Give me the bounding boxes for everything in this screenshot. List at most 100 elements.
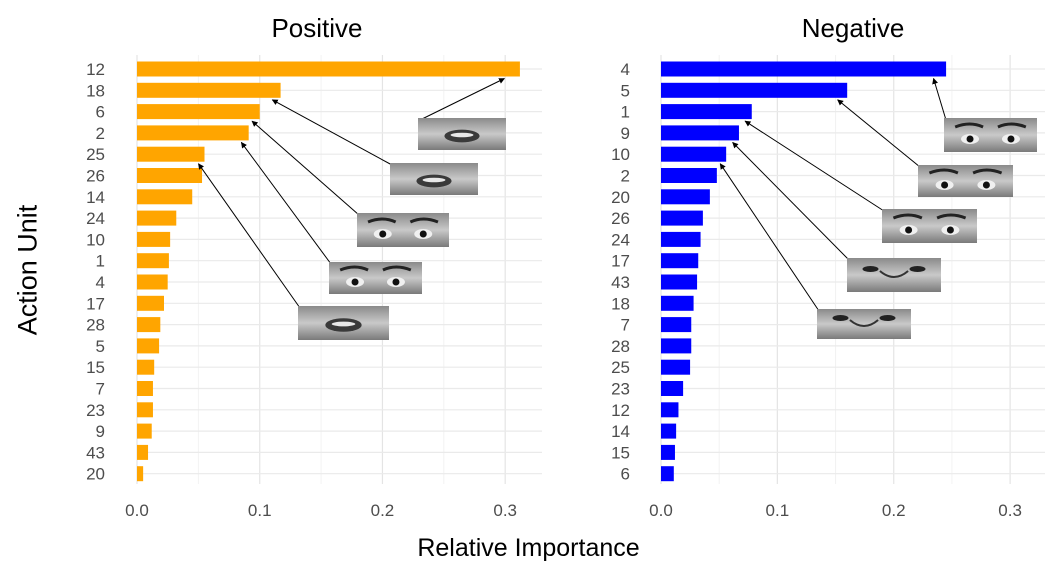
negative-bar-14 <box>661 423 677 439</box>
positive-ytick-label: 10 <box>86 230 105 249</box>
face-brow-raise <box>329 262 422 294</box>
positive-ytick-label: 25 <box>86 145 105 164</box>
positive-ytick-label: 1 <box>96 252 105 271</box>
positive-arrow <box>419 78 505 121</box>
negative-ytick-label: 24 <box>611 230 630 249</box>
negative-bar-23 <box>661 381 684 396</box>
face-nose <box>879 270 909 278</box>
negative-bar-25 <box>661 359 691 375</box>
positive-xtick-label: 0.1 <box>248 501 272 520</box>
face-eye-left <box>832 315 849 321</box>
face-eyes-cheek-raise <box>357 213 449 247</box>
negative-bar-43 <box>661 274 698 290</box>
negative-ytick-label: 43 <box>611 273 630 292</box>
face-pupil-left <box>941 181 949 189</box>
positive-bar-5 <box>137 338 160 354</box>
positive-arrow <box>240 141 332 265</box>
positive-ytick-label: 6 <box>96 103 105 122</box>
negative-ytick-label: 28 <box>611 337 630 356</box>
positive-ytick-label: 18 <box>86 81 105 100</box>
negative-ytick-label: 2 <box>621 167 630 186</box>
negative-ytick-label: 12 <box>611 401 630 420</box>
face-photo-bg <box>357 213 449 247</box>
negative-ytick-label: 10 <box>611 145 630 164</box>
positive-arrow <box>251 120 360 216</box>
face-pupil-right <box>419 230 427 238</box>
face-photo-bg <box>329 262 422 294</box>
negative-bar-28 <box>661 338 692 354</box>
positive-annotation-12 <box>418 78 506 150</box>
y-axis-label-wrap: Action Unit <box>8 140 48 400</box>
face-pupil-left <box>966 135 974 143</box>
negative-bar-5 <box>661 82 848 98</box>
negative-ytick-label: 25 <box>611 358 630 377</box>
positive-ytick-label: 14 <box>86 188 105 207</box>
negative-bar-15 <box>661 444 675 460</box>
positive-bar-20 <box>137 466 144 482</box>
negative-ytick-label: 5 <box>621 81 630 100</box>
face-brow-right <box>382 265 412 272</box>
face-brow-right <box>409 217 439 224</box>
positive-bar-26 <box>137 168 203 183</box>
negative-bar-2 <box>661 168 717 183</box>
negative-annotation-1 <box>744 120 977 243</box>
positive-ytick-label: 17 <box>86 294 105 313</box>
face-brow-right <box>972 168 1003 175</box>
x-axis-label: Relative Importance <box>417 534 640 562</box>
positive-bar-1 <box>137 253 169 269</box>
positive-bar-10 <box>137 231 171 247</box>
positive-ytick-label: 2 <box>96 124 105 143</box>
face-pupil-left <box>379 230 387 238</box>
face-brow-lower <box>944 118 1037 152</box>
negative-arrow <box>744 120 885 212</box>
positive-bar-15 <box>137 359 155 375</box>
positive-bar-7 <box>137 381 153 396</box>
face-nose-wrinkle <box>847 258 941 292</box>
face-pupil-right <box>1007 135 1015 143</box>
negative-annotation-4 <box>932 77 1037 152</box>
negative-ytick-label: 14 <box>611 422 630 441</box>
positive-ytick-label: 5 <box>96 337 105 356</box>
face-mouth-smile <box>418 118 506 150</box>
positive-bar-12 <box>137 61 520 77</box>
negative-bar-7 <box>661 317 692 333</box>
negative-title: Negative <box>802 13 905 43</box>
face-brow-right <box>936 213 967 220</box>
positive-xtick-label: 0.0 <box>125 501 149 520</box>
positive-bar-6 <box>137 104 260 120</box>
positive-ytick-label: 43 <box>86 443 105 462</box>
negative-arrow <box>732 141 850 261</box>
face-lips-pucker <box>390 163 478 195</box>
face-brow-left <box>892 213 923 220</box>
negative-bar-1 <box>661 104 752 120</box>
y-axis-label: Action Unit <box>12 204 43 336</box>
positive-bar-28 <box>137 317 161 333</box>
positive-ytick-label: 26 <box>86 167 105 186</box>
face-inner-brow-raise <box>882 209 977 243</box>
positive-annotation-2 <box>240 141 422 294</box>
positive-ytick-label: 28 <box>86 316 105 335</box>
face-brow-left <box>339 265 369 272</box>
positive-ytick-label: 23 <box>86 401 105 420</box>
positive-ytick-label: 7 <box>96 380 105 399</box>
negative-xtick-label: 0.3 <box>998 501 1022 520</box>
face-pupil-right <box>392 278 400 286</box>
positive-bar-23 <box>137 402 153 418</box>
face-pupil-left <box>905 226 913 234</box>
negative-ytick-label: 1 <box>621 103 630 122</box>
negative-ytick-label: 9 <box>621 124 630 143</box>
face-upper-lip-raise <box>817 309 911 339</box>
positive-panel: Positive12186225261424101417285157239432… <box>86 13 542 520</box>
negative-bar-24 <box>661 231 701 247</box>
negative-ytick-label: 6 <box>621 465 630 484</box>
positive-ytick-label: 20 <box>86 465 105 484</box>
negative-arrow <box>837 99 921 168</box>
negative-bar-9 <box>661 125 739 141</box>
positive-bar-25 <box>137 146 205 162</box>
face-brow-left <box>367 217 397 224</box>
face-teeth <box>422 177 446 183</box>
negative-ytick-label: 23 <box>611 380 630 399</box>
negative-bar-12 <box>661 402 679 418</box>
